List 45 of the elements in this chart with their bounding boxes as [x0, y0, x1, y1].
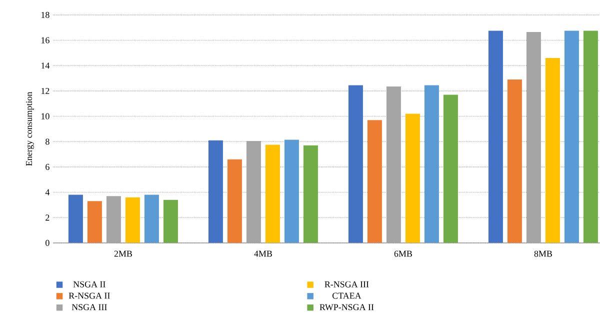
y-tick-label: 10	[42, 113, 50, 120]
y-tick-label: 14	[42, 62, 50, 69]
y-tick-label: 8	[46, 138, 50, 145]
bar	[367, 120, 382, 243]
bar	[405, 114, 420, 243]
bar	[507, 80, 522, 243]
legend-label: RWP-NSGA II	[320, 304, 374, 310]
bar	[106, 196, 121, 243]
bar	[564, 30, 579, 243]
bar	[163, 200, 178, 243]
bar	[68, 194, 83, 243]
legend-label: NSGA II	[73, 281, 106, 288]
bar	[443, 94, 458, 243]
bar	[246, 140, 261, 243]
bar	[386, 86, 401, 243]
y-tick-label: 6	[46, 164, 50, 170]
bar	[125, 197, 140, 243]
legend-label: CTAEA	[332, 292, 362, 299]
bar	[545, 58, 560, 243]
x-tick-label: 4MB	[254, 250, 272, 257]
bar	[284, 140, 299, 243]
y-tick-label: 4	[45, 189, 50, 196]
bar	[583, 30, 598, 243]
bar	[208, 140, 223, 243]
bar	[348, 85, 363, 243]
x-tick-label: 8MB	[534, 250, 552, 257]
legend-label: NSGA III	[72, 304, 107, 310]
legend-label: R-NSGA II	[68, 292, 110, 299]
y-tick-label: 18	[42, 12, 50, 18]
bar	[303, 145, 318, 243]
bar	[526, 32, 541, 243]
legend-label: R-NSGA III	[324, 281, 369, 288]
bar	[87, 201, 102, 243]
bar	[227, 159, 242, 243]
y-tick-label: 16	[42, 37, 50, 44]
y-tick-label: 2	[46, 214, 50, 221]
y-axis-title: Energy consumption	[26, 92, 34, 166]
y-tick-label: 0	[46, 240, 50, 246]
x-tick-label: 2MB	[114, 250, 132, 257]
bar	[265, 144, 280, 243]
bar	[488, 30, 503, 243]
bar	[144, 194, 159, 243]
x-tick-label: 6MB	[394, 250, 412, 257]
y-tick-label: 12	[42, 88, 50, 94]
bar	[424, 85, 439, 243]
